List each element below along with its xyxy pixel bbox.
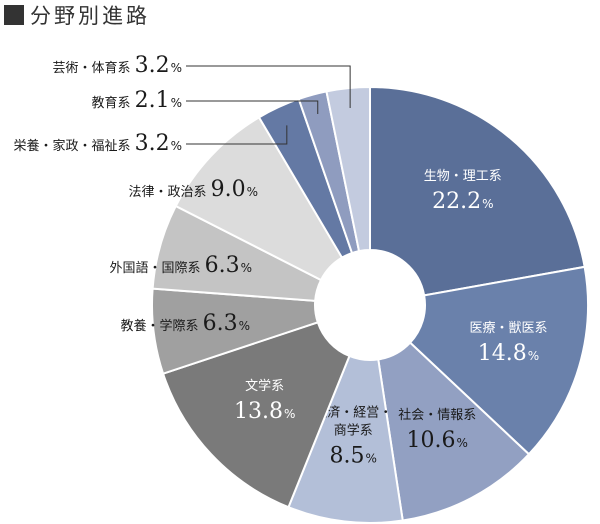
slice-category-label: 社会・情報系 [398,407,476,423]
slice-7 [174,115,344,282]
slice-label-8: 栄養・家政・福祉系 3.2% [13,131,182,156]
slice-label-0: 生物・理工系 22.2% [424,169,502,214]
slice-4 [161,321,351,509]
slice-label-10: 芸術・体育系 3.2% [52,53,182,78]
slice-label-2: 社会・情報系 10.6% [398,407,476,453]
slice-value-label: 10.6% [407,428,468,453]
slice-label-5: 教養・学際系 6.3% [120,311,250,336]
slice-label-3: 経済・経営・商学系 8.5% [314,405,392,469]
slice-label-9: 教育系 2.1% [91,88,182,113]
callout-line-8 [186,125,288,145]
slice-3 [287,354,404,524]
chart-title: 分野別進路 [4,0,150,30]
slice-value-label: 8.5% [330,444,377,469]
slice-label-7: 法律・政治系 9.0% [128,177,258,202]
slice-1 [408,265,589,456]
slice-category-label: 生物・理工系 [424,169,502,184]
callout-line-10 [186,65,351,108]
slice-category-label: 経済・経営・ [314,405,392,421]
slice-category-label: 商学系 [334,423,373,439]
slice-label-1: 医療・獣医系 14.8% [469,321,547,366]
slice-value-label: 14.8% [478,341,539,366]
title-square-icon [4,5,24,25]
slice-label-6: 外国語・国際系 6.3% [109,253,252,278]
callout-line-9 [186,100,319,115]
title-text: 分野別進路 [30,4,150,28]
slice-category-label: 文学系 [245,378,284,394]
slice-2 [377,341,531,522]
slice-category-label: 医療・獣医系 [469,321,547,336]
slice-label-4: 文学系 13.8% [234,378,295,424]
slice-value-label: 22.2% [432,189,493,214]
slice-0 [369,85,586,297]
slice-value-label: 13.8% [234,399,295,424]
slice-10 [325,85,371,253]
